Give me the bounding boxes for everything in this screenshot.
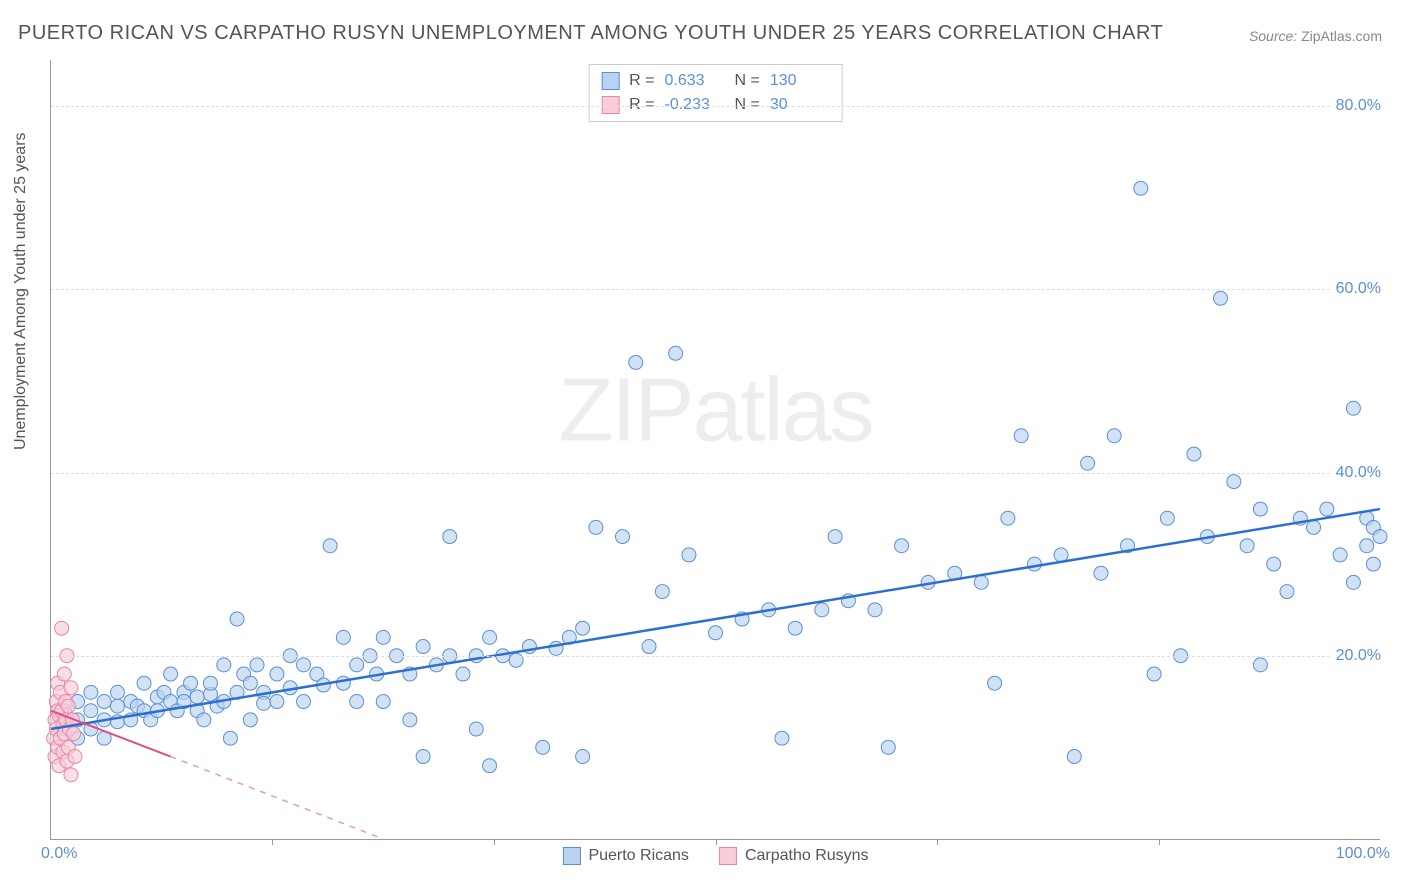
chart-title: PUERTO RICAN VS CARPATHO RUSYN UNEMPLOYM… — [18, 22, 1163, 45]
y-tick-label: 80.0% — [1332, 97, 1385, 115]
x-tick-0: 0.0% — [41, 845, 77, 863]
source-label: Source: — [1249, 28, 1297, 44]
source-value: ZipAtlas.com — [1301, 28, 1382, 44]
legend-label-blue: Puerto Ricans — [588, 847, 689, 865]
legend-item-pink: Carpatho Rusyns — [719, 847, 869, 865]
scatter-svg — [51, 60, 1380, 839]
legend-item-blue: Puerto Ricans — [562, 847, 689, 865]
legend: Puerto Ricans Carpatho Rusyns — [562, 847, 868, 865]
chart-plot-area: ZIPatlas R = 0.633 N = 130 R = -0.233 N … — [50, 60, 1380, 840]
y-tick-label: 60.0% — [1332, 280, 1385, 298]
legend-swatch-blue-icon — [562, 847, 580, 865]
legend-swatch-pink-icon — [719, 847, 737, 865]
y-axis-label: Unemployment Among Youth under 25 years — [12, 132, 30, 450]
y-tick-label: 40.0% — [1332, 464, 1385, 482]
y-tick-label: 20.0% — [1332, 647, 1385, 665]
source-attribution: Source: ZipAtlas.com — [1249, 28, 1382, 44]
legend-label-pink: Carpatho Rusyns — [745, 847, 869, 865]
x-tick-100: 100.0% — [1336, 845, 1390, 863]
